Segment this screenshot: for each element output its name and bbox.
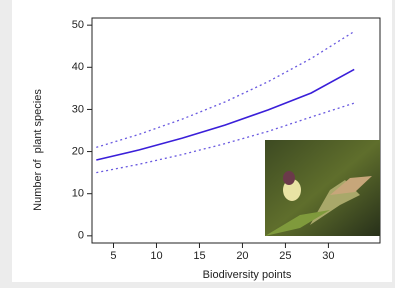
margin <box>0 282 395 288</box>
x-tick-label: 15 <box>193 250 205 262</box>
photo <box>265 140 380 236</box>
chart: 0 10 20 30 40 50 5 10 15 20 25 30 Biodiversity poin… <box>0 0 395 288</box>
page: 0 10 20 30 40 50 5 10 15 20 25 30 Biodiversity poin… <box>0 0 395 288</box>
y-tick-label: 0 <box>78 230 84 242</box>
x-tick-label: 10 <box>150 250 162 262</box>
y-axis-label: Number of plant species <box>32 89 44 211</box>
y-tick-label: 50 <box>72 19 84 31</box>
y-tick-label: 20 <box>72 145 84 157</box>
x-axis-label: Biodiversity points <box>203 269 292 281</box>
y-tick-label: 40 <box>72 61 84 73</box>
x-tick-label: 30 <box>322 250 334 262</box>
margin <box>0 0 12 288</box>
x-tick-label: 20 <box>236 250 248 262</box>
y-tick-label: 30 <box>72 103 84 115</box>
flower <box>283 171 295 185</box>
x-tick-label: 5 <box>110 250 116 262</box>
x-tick-label: 25 <box>279 250 291 262</box>
inset-photo <box>265 140 380 236</box>
y-tick-label: 10 <box>72 188 84 200</box>
